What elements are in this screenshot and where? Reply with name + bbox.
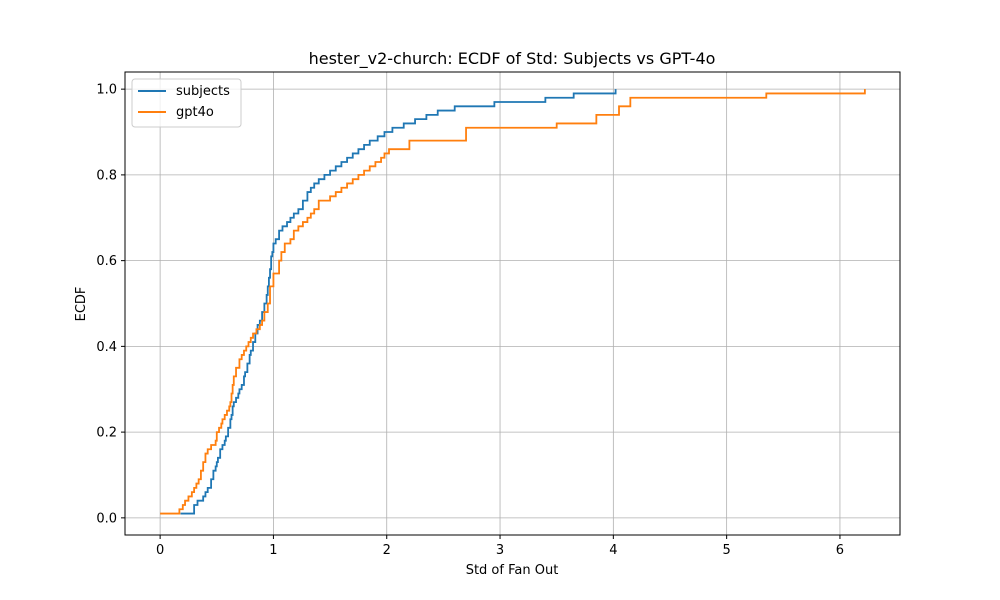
y-tick-label: 0.8 (96, 168, 117, 183)
y-axis-ticks: 0.0 0.2 0.4 0.6 0.8 1.0 (96, 83, 125, 526)
legend-label-subjects: subjects (176, 84, 230, 99)
x-axis-ticks: 0 1 2 3 4 5 6 (156, 535, 844, 558)
series-line-gpt4o (160, 89, 866, 515)
chart-title: hester_v2-church: ECDF of Std: Subjects … (309, 49, 716, 69)
y-tick-label: 0.0 (96, 511, 117, 526)
plot-frame (124, 71, 901, 536)
x-tick-label: 5 (723, 543, 731, 558)
x-axis-label: Std of Fan Out (466, 563, 559, 578)
y-tick-label: 0.6 (96, 254, 117, 269)
x-tick-label: 4 (609, 543, 617, 558)
x-tick-label: 1 (269, 543, 277, 558)
y-axis-label: ECDF (74, 287, 89, 322)
y-tick-label: 0.4 (96, 340, 117, 355)
legend-label-gpt4o: gpt4o (176, 105, 214, 120)
x-tick-label: 3 (496, 543, 504, 558)
x-tick-label: 0 (156, 543, 164, 558)
y-tick-label: 0.2 (96, 426, 117, 441)
series-lines (160, 89, 866, 515)
x-tick-label: 6 (836, 543, 844, 558)
legend: subjects gpt4o (131, 78, 242, 128)
series-line-subjects (180, 89, 617, 515)
grid (125, 72, 900, 535)
x-tick-label: 2 (383, 543, 391, 558)
y-tick-label: 1.0 (96, 83, 117, 98)
